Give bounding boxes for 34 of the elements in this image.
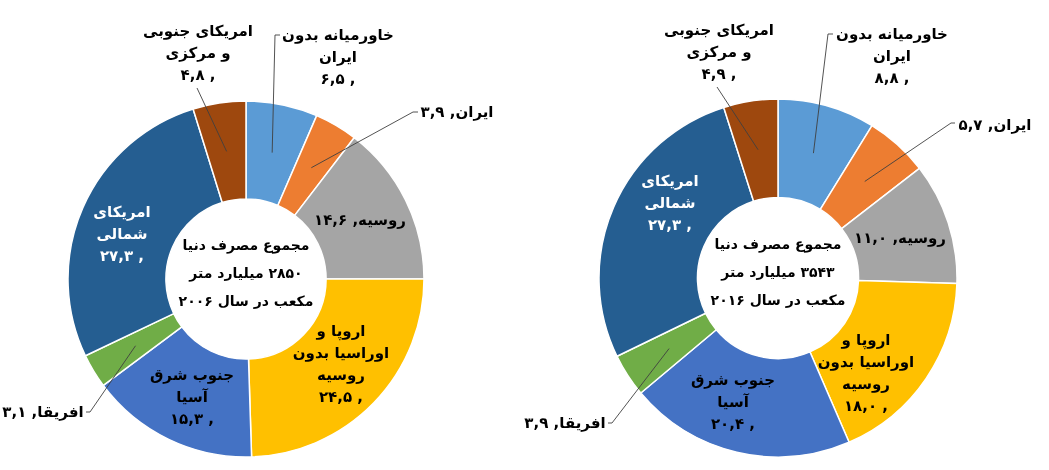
text: مجموع مصرف دنیا ۳۵۴۳ میلیارد متر مکعب در سال ۲۰۱۶ <box>710 236 846 308</box>
slice-label: امریکای شمالی <box>641 172 699 212</box>
data-label: , ۲۰,۴ <box>710 415 756 433</box>
data-label: , ۴,۸ <box>180 66 216 84</box>
slice-label: امریکای شمالی <box>93 203 151 243</box>
slice-label: امریکای جنوبی و مرکزی <box>143 22 253 62</box>
data-label: , ۱۸,۰ <box>843 397 889 415</box>
data-label: , ۱۴,۶ <box>313 211 359 229</box>
slice-label: جنوب شرق آسیا <box>149 366 235 406</box>
data-label: , ۱۵,۳ <box>169 410 215 428</box>
data-label: , ۱۱,۰ <box>853 229 899 247</box>
slice-label: خاورمیانه بدون ایران <box>282 26 394 66</box>
slice-label: اروپا و اوراسیا بدون روسیه <box>817 331 915 393</box>
data-label: , ۲۷,۳ <box>99 247 145 265</box>
data-label: , ۵,۷ <box>958 116 994 134</box>
slice-label: ایران <box>455 103 494 121</box>
text: مجموع مصرف دنیا ۲۸۵۰ میلیارد متر مکعب در سال ۲۰۰۶ <box>178 237 314 309</box>
data-label: , ۸,۸ <box>874 69 910 87</box>
slice-label: افریقا <box>559 414 606 432</box>
slice-label: امریکای جنوبی و مرکزی <box>664 21 774 61</box>
slice-label: روسیه <box>358 211 407 229</box>
slice-label: ایران <box>993 116 1032 134</box>
data-label: , ۳,۹ <box>420 103 456 121</box>
data-label: , ۳,۹ <box>524 414 560 432</box>
slice-label: خاورمیانه بدون ایران <box>836 25 948 65</box>
slice-label: روسیه <box>898 229 947 247</box>
data-label: , ۲۷,۳ <box>647 216 693 234</box>
slice-label: افریقا <box>37 403 84 421</box>
data-label: , ۲۴,۵ <box>318 388 364 406</box>
data-label: , ۴,۹ <box>701 65 737 83</box>
slice-label: اروپا و اوراسیا بدون روسیه <box>292 322 390 384</box>
slice-label: جنوب شرق آسیا <box>690 371 776 411</box>
data-label: , ۶,۵ <box>320 70 356 88</box>
data-label: , ۳,۱ <box>2 403 38 421</box>
